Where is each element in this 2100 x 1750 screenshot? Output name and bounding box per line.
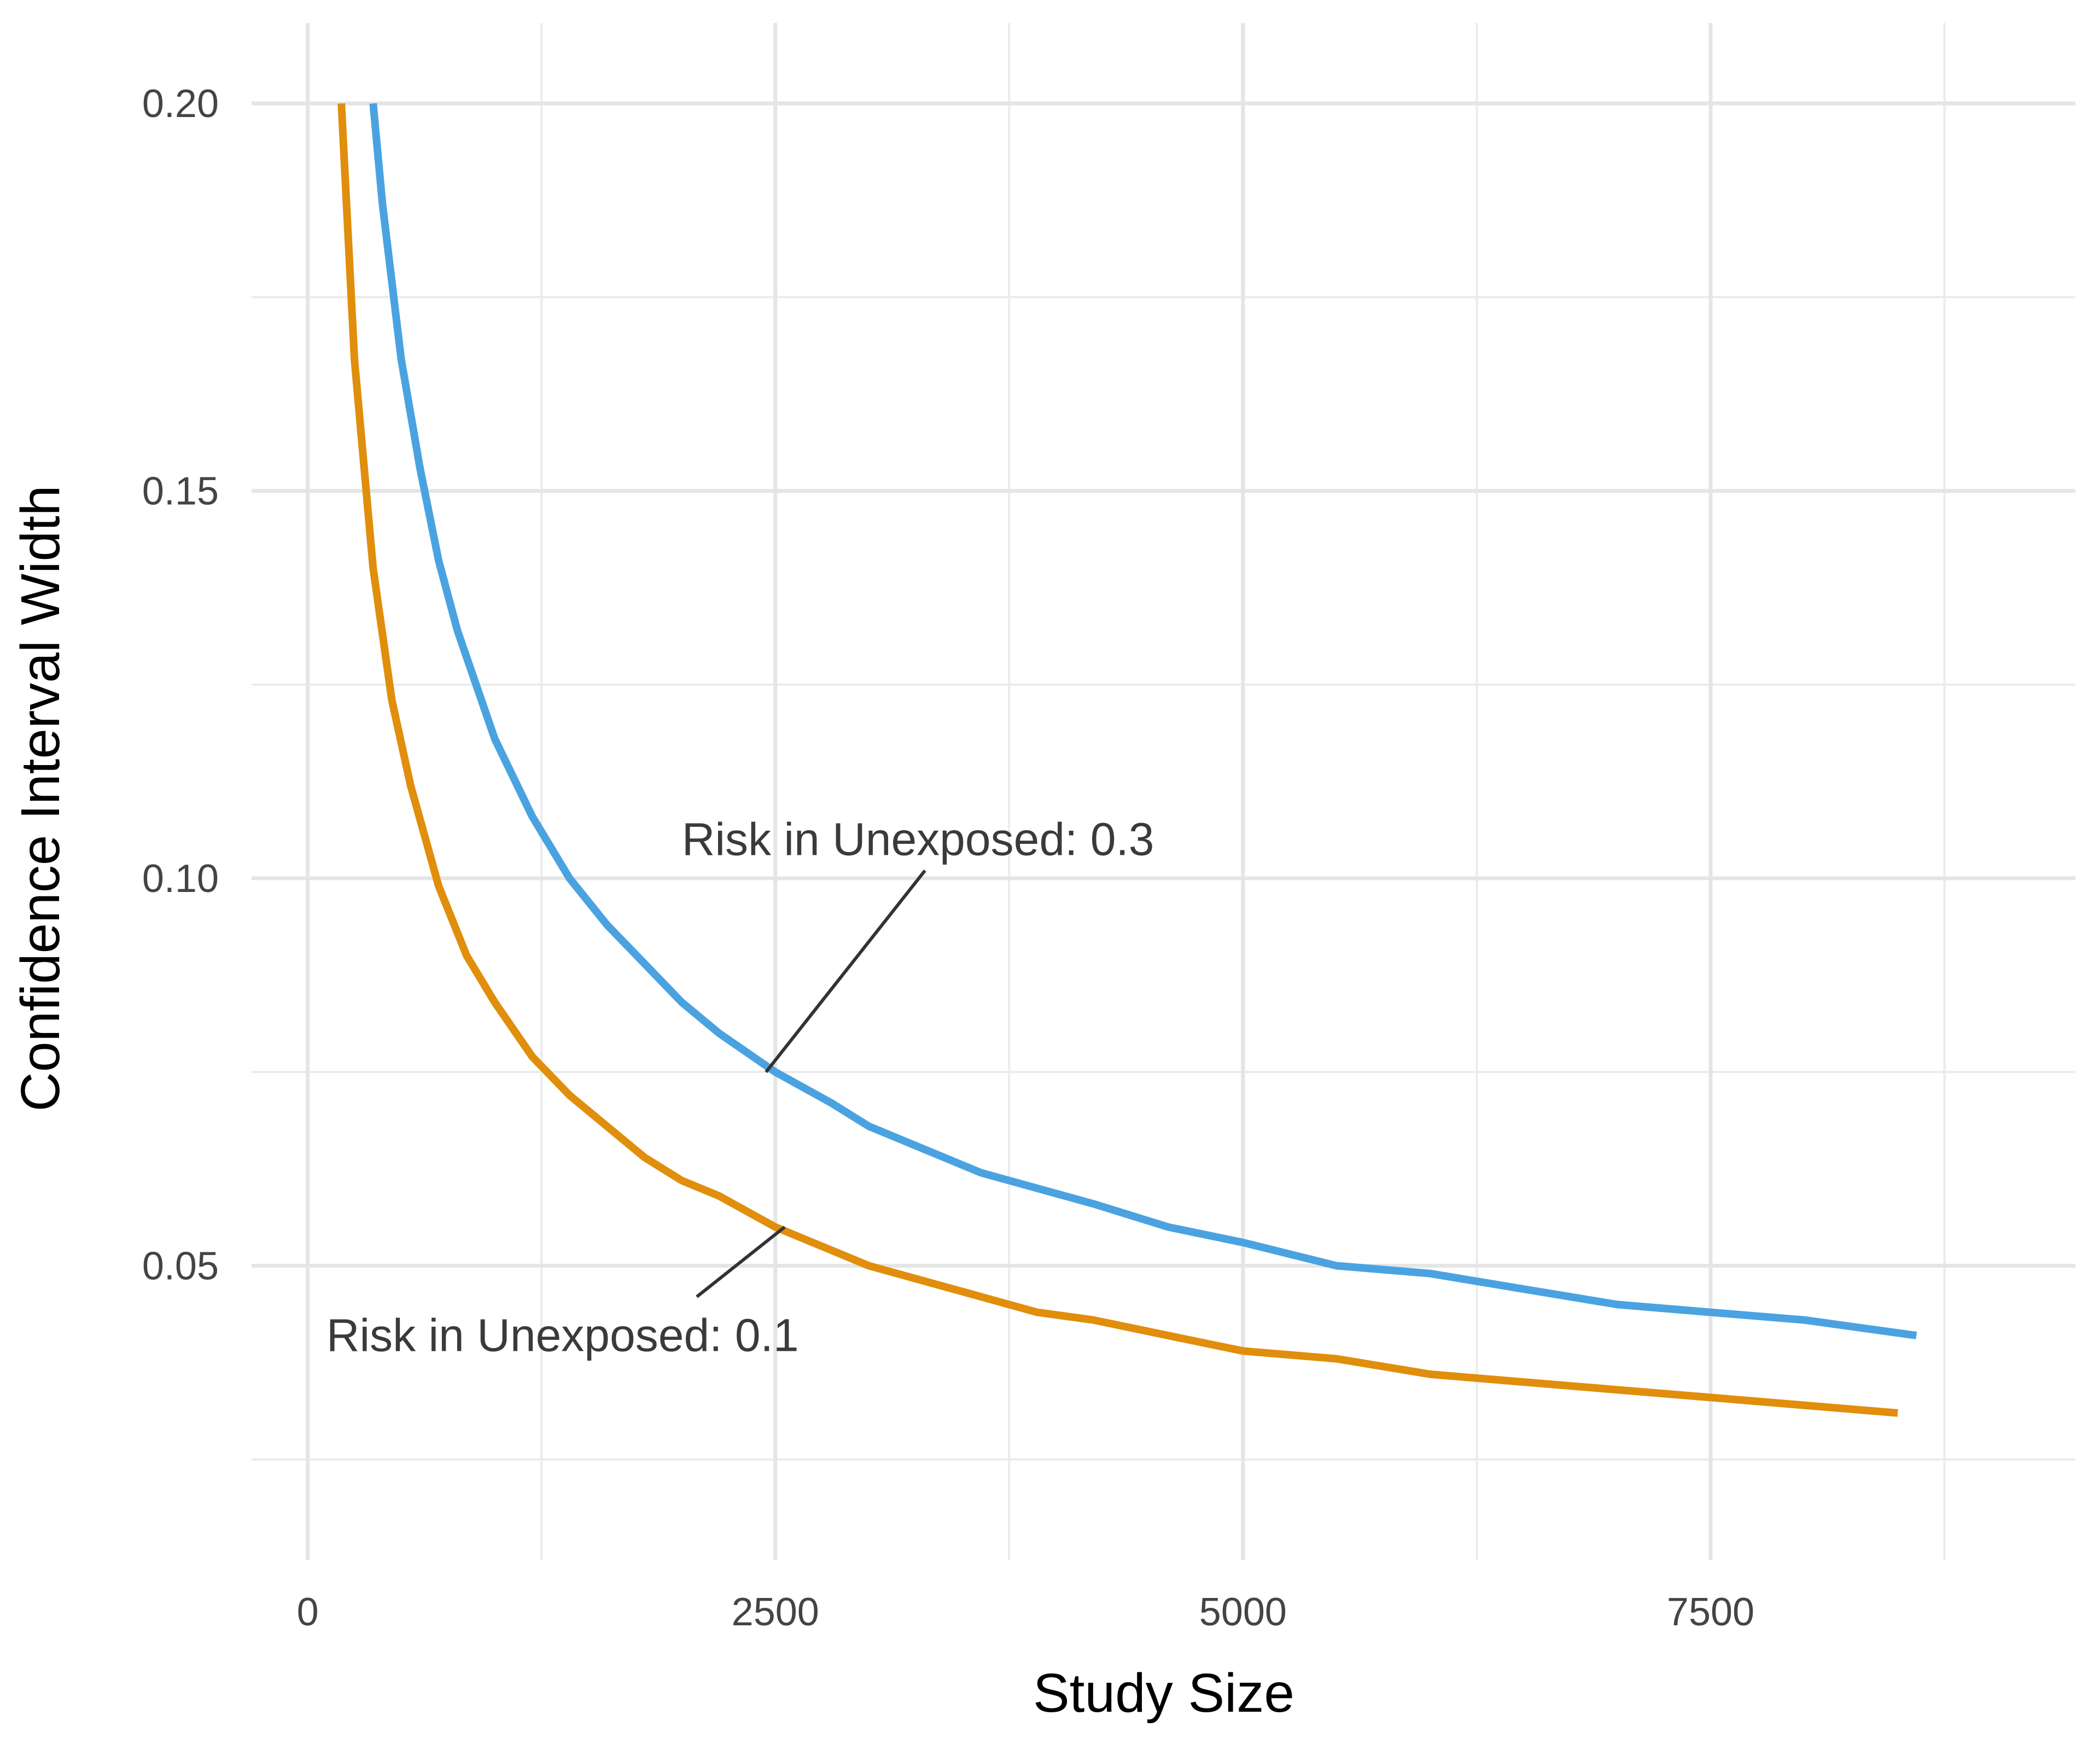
series-layer: [337, 103, 1917, 1417]
x-tick-label: 0: [297, 1590, 319, 1634]
y-axis-title: Confidence Interval Width: [10, 485, 71, 1111]
annotation-layer: Risk in Unexposed: 0.3 Risk in Unexposed:…: [326, 814, 1154, 1361]
annotation-leader-line: [765, 870, 926, 1074]
annotation-leader-line: [696, 1226, 786, 1298]
x-tick-label: 2500: [732, 1590, 819, 1634]
x-tick-labels: 0 2500 5000 7500: [297, 1590, 1754, 1634]
x-tick-label: 7500: [1667, 1590, 1754, 1634]
y-tick-labels: 0.05 0.10 0.15 0.20: [142, 82, 219, 1288]
y-tick-label: 0.05: [142, 1245, 219, 1288]
series-line-1: [369, 103, 1917, 1340]
series-line-2: [337, 103, 1898, 1417]
x-axis-title: Study Size: [1033, 1662, 1294, 1724]
annotation-label: Risk in Unexposed: 0.1: [326, 1309, 799, 1361]
y-tick-label: 0.15: [142, 470, 219, 514]
y-tick-label: 0.10: [142, 857, 219, 901]
major-gridlines: [252, 23, 2075, 1560]
minor-gridlines: [252, 23, 2075, 1560]
x-tick-label: 5000: [1199, 1590, 1287, 1634]
annotation-label: Risk in Unexposed: 0.3: [682, 814, 1154, 865]
y-tick-label: 0.20: [142, 82, 219, 126]
